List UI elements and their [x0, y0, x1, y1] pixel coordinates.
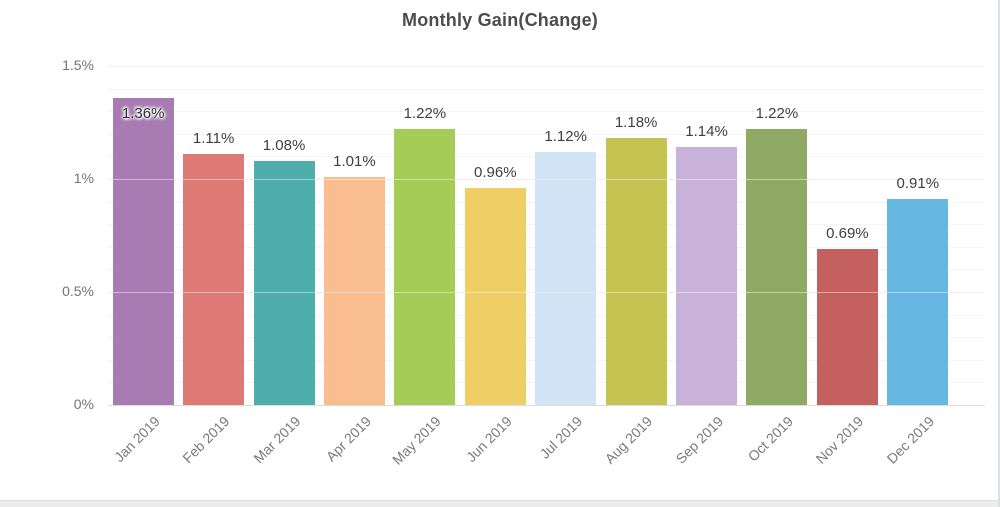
bar-aug-2019[interactable]: [605, 138, 667, 405]
x-axis-tick-label: Jan 2019: [110, 413, 163, 466]
bar-oct-2019[interactable]: [746, 129, 808, 405]
gridline-overlay: [108, 179, 985, 180]
bar-value-label: 1.01%: [333, 152, 376, 170]
bar-value-label: 1.14%: [685, 123, 728, 141]
bar-nov-2019[interactable]: [816, 249, 878, 405]
x-axis-tick-label: Aug 2019: [601, 413, 656, 467]
bar-jul-2019[interactable]: [535, 151, 597, 405]
major-gridline: [108, 66, 985, 67]
x-axis-tick-label: Jun 2019: [462, 413, 515, 466]
x-axis-tick-label: Sep 2019: [672, 413, 726, 467]
bar-feb-2019[interactable]: [183, 154, 245, 405]
bar-value-label: 1.36%: [121, 104, 165, 122]
bar-value-label: 0.91%: [896, 175, 940, 193]
bar-value-label: 1.11%: [192, 130, 235, 148]
x-axis-tick-label: Dec 2019: [883, 413, 938, 467]
x-axis-tick-label: May 2019: [389, 413, 445, 468]
minor-gridline: [108, 88, 985, 90]
major-gridline: [108, 405, 985, 406]
bar-value-label: 1.18%: [614, 114, 658, 132]
bar-value-label: 1.12%: [544, 127, 587, 145]
bar-value-label: 0.96%: [474, 164, 517, 182]
bar-value-label: 1.22%: [755, 105, 799, 123]
x-axis-tick-label: Jul 2019: [536, 413, 586, 462]
bar-value-label: 0.69%: [826, 225, 869, 243]
bar-sep-2019[interactable]: [676, 147, 738, 405]
y-axis-tick-label: 1%: [73, 170, 94, 186]
y-axis-tick-label: 0.5%: [62, 283, 94, 299]
y-axis-tick-label: 1.5%: [62, 57, 94, 73]
gridline-overlay: [108, 292, 985, 293]
x-axis-tick-label: Apr 2019: [322, 413, 374, 465]
bar-jan-2019[interactable]: [112, 97, 174, 405]
x-axis-tick-label: Nov 2019: [812, 413, 867, 467]
y-axis-tick-label: 0%: [73, 396, 94, 412]
bar-value-label: 1.22%: [403, 105, 447, 123]
bar-apr-2019[interactable]: [323, 176, 385, 405]
minor-gridline: [108, 111, 985, 113]
minor-gridline: [108, 133, 985, 135]
x-axis-tick-label: Oct 2019: [744, 413, 797, 465]
bar-jun-2019[interactable]: [464, 188, 526, 405]
gridline-overlay: [108, 66, 985, 67]
bottom-scrollbar-track[interactable]: [0, 500, 998, 507]
x-axis-tick-label: Feb 2019: [179, 413, 233, 467]
x-axis-tick-label: Mar 2019: [250, 413, 304, 467]
bar-mar-2019[interactable]: [253, 160, 315, 405]
bar-value-label: 1.08%: [262, 136, 306, 154]
bar-may-2019[interactable]: [394, 129, 456, 405]
chart-title: Monthly Gain(Change): [402, 10, 598, 30]
bar-dec-2019[interactable]: [887, 199, 949, 405]
